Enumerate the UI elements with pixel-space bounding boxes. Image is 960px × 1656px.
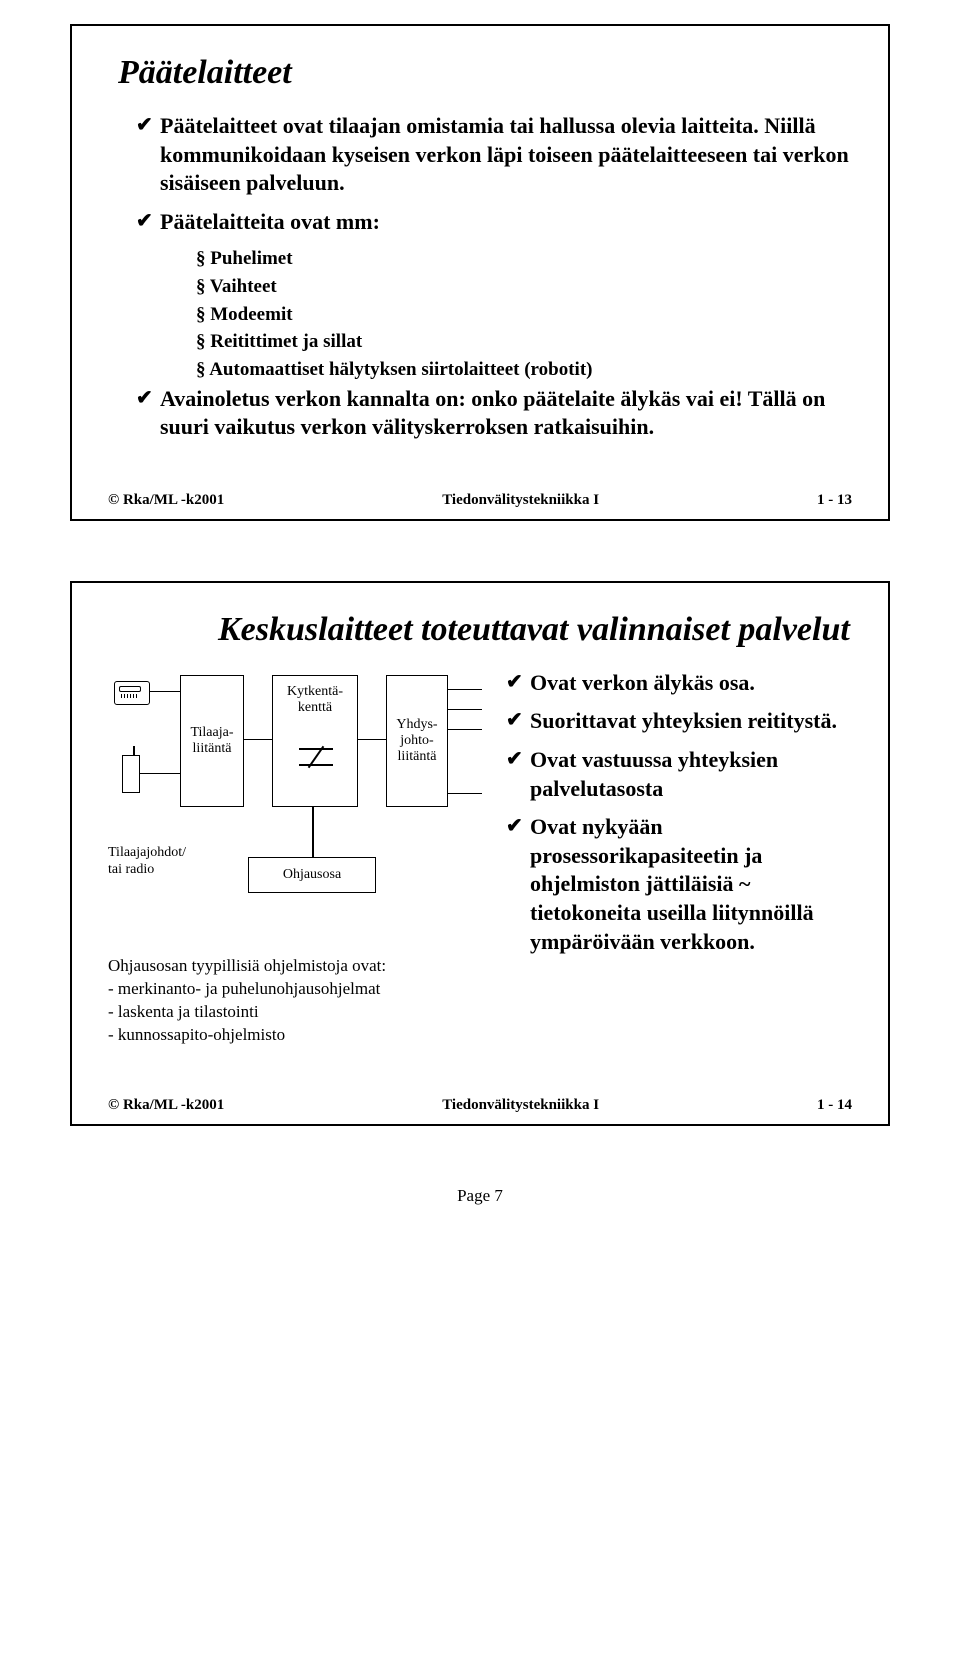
- wire: [312, 807, 314, 857]
- box-kytkenta: Kytkentä- kenttä: [272, 675, 358, 807]
- ohjaus-list: Ohjausosan tyypillisiä ohjelmistoja ovat…: [108, 955, 488, 1047]
- wire: [448, 689, 482, 691]
- wire: [244, 739, 272, 741]
- slide-1: Päätelaitteet ✔ Päätelaitteet ovat tilaa…: [70, 24, 890, 521]
- slide2-right-col: ✔ Ovat verkon älykäs osa. ✔ Suorittavat …: [506, 669, 852, 1047]
- box-yhdys: Yhdys- johto- liitäntä: [386, 675, 448, 807]
- wire: [448, 793, 482, 795]
- radio-icon: [122, 755, 140, 793]
- footer-right: 1 - 13: [817, 492, 852, 509]
- footer-left: © Rka/ML -k2001: [108, 1097, 224, 1114]
- bullet-item: ✔ Ovat nykyään prosessorikapasiteetin ja…: [506, 813, 852, 956]
- check-icon: ✔: [506, 813, 530, 839]
- bullet-text: Ovat nykyään prosessorikapasiteetin ja o…: [530, 813, 852, 956]
- check-icon: ✔: [506, 707, 530, 733]
- oh-intro: Ohjausosan tyypillisiä ohjelmistoja ovat…: [108, 955, 488, 978]
- check-icon: ✔: [136, 112, 160, 138]
- diagram: Tilaaja- liitäntä Kytkentä- kenttä Yhd: [108, 669, 488, 949]
- bullet-item: ✔ Päätelaitteet ovat tilaajan omistamia …: [136, 112, 852, 198]
- oh-item: - kunnossapito-ohjelmisto: [108, 1024, 488, 1047]
- bullet-item: ✔ Päätelaitteita ovat mm:: [136, 208, 852, 237]
- bullet-text: Ovat vastuussa yhteyksien palvelutasosta: [530, 746, 852, 803]
- check-icon: ✔: [506, 746, 530, 772]
- footer-center: Tiedonvälitystekniikka I: [442, 1097, 599, 1114]
- slide2-columns: Tilaaja- liitäntä Kytkentä- kenttä Yhd: [108, 669, 852, 1047]
- footer-left: © Rka/ML -k2001: [108, 492, 224, 509]
- page-number: Page 7: [70, 1186, 890, 1206]
- check-icon: ✔: [136, 385, 160, 411]
- wire: [150, 691, 180, 693]
- slide1-bullets: ✔ Päätelaitteet ovat tilaajan omistamia …: [136, 112, 852, 442]
- bullet-item: ✔ Ovat verkon älykäs osa.: [506, 669, 852, 698]
- wire: [448, 729, 482, 731]
- sub-item: § Automaattiset hälytyksen siirtolaittee…: [196, 357, 852, 383]
- check-icon: ✔: [506, 669, 530, 695]
- sub-item: § Puhelimet: [196, 246, 852, 272]
- bullet-text: Ovat verkon älykäs osa.: [530, 669, 755, 698]
- sub-item: § Vaihteet: [196, 274, 852, 300]
- check-icon: ✔: [136, 208, 160, 234]
- switch-icon: [299, 748, 333, 768]
- wire: [358, 739, 386, 741]
- slide2-footer: © Rka/ML -k2001 Tiedonvälitystekniikka I…: [108, 1097, 852, 1114]
- sub-list: § Puhelimet § Vaihteet § Modeemit § Reit…: [196, 246, 852, 382]
- oh-item: - laskenta ja tilastointi: [108, 1001, 488, 1024]
- bullet-text: Suorittavat yhteyksien reititystä.: [530, 707, 837, 736]
- bullet-item: ✔ Ovat vastuussa yhteyksien palvelutasos…: [506, 746, 852, 803]
- box-tilaaja: Tilaaja- liitäntä: [180, 675, 244, 807]
- page: Päätelaitteet ✔ Päätelaitteet ovat tilaa…: [0, 0, 960, 1218]
- wire: [140, 773, 180, 775]
- oh-item: - merkinanto- ja puhelunohjausohjelmat: [108, 978, 488, 1001]
- bullet-item: ✔ Avainoletus verkon kannalta on: onko p…: [136, 385, 852, 442]
- caption-tilaaja: Tilaajajohdot/ tai radio: [108, 845, 186, 879]
- slide2-bullets: ✔ Ovat verkon älykäs osa. ✔ Suorittavat …: [506, 669, 852, 956]
- bullet-item: ✔ Suorittavat yhteyksien reititystä.: [506, 707, 852, 736]
- slide1-footer: © Rka/ML -k2001 Tiedonvälitystekniikka I…: [108, 492, 852, 509]
- slide2-title: Keskuslaitteet toteuttavat valinnaiset p…: [218, 611, 852, 649]
- slide-2: Keskuslaitteet toteuttavat valinnaiset p…: [70, 581, 890, 1126]
- wire: [448, 709, 482, 711]
- sub-item: § Reitittimet ja sillat: [196, 329, 852, 355]
- bullet-text: Avainoletus verkon kannalta on: onko pää…: [160, 385, 852, 442]
- bullet-text: Päätelaitteet ovat tilaajan omistamia ta…: [160, 112, 852, 198]
- footer-center: Tiedonvälitystekniikka I: [442, 492, 599, 509]
- slide1-title: Päätelaitteet: [118, 54, 852, 92]
- bullet-text: Päätelaitteita ovat mm:: [160, 208, 380, 237]
- slide2-left-col: Tilaaja- liitäntä Kytkentä- kenttä Yhd: [108, 669, 488, 1047]
- phone-icon: [114, 681, 150, 705]
- box-ohjaus: Ohjausosa: [248, 857, 376, 893]
- sub-item: § Modeemit: [196, 302, 852, 328]
- box-kytkenta-label: Kytkentä- kenttä: [273, 684, 357, 716]
- footer-right: 1 - 14: [817, 1097, 852, 1114]
